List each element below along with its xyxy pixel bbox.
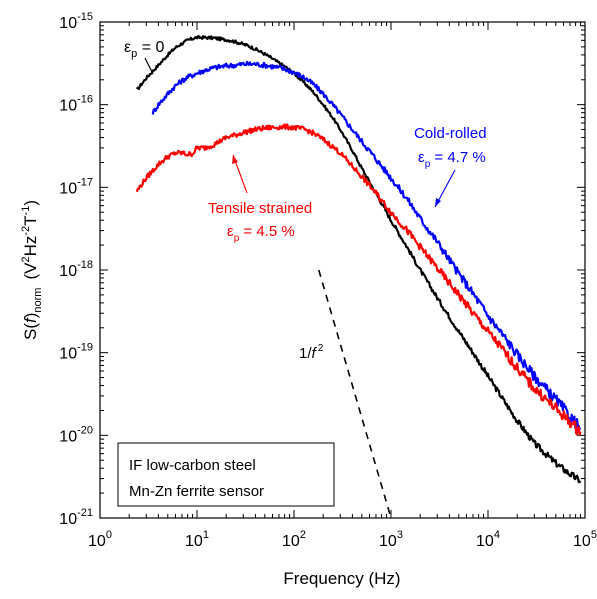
x-axis-label: Frequency (Hz) [283, 569, 400, 588]
blue-series-label: εp = 4.7 % [418, 149, 486, 170]
x-tick-label: 105 [573, 529, 597, 550]
y-tick-label: 10-21 [59, 507, 93, 528]
x-tick-label: 101 [185, 529, 209, 550]
legend-line-1: IF low-carbon steel [129, 457, 256, 474]
red-series-title: Tensile strained [208, 200, 312, 217]
x-tick-label: 102 [282, 529, 306, 550]
y-tick-label: 10-16 [59, 94, 93, 115]
series-line [151, 60, 581, 431]
axis-ticks [99, 21, 586, 519]
y-tick-labels: 10-15 10-16 10-17 10-18 10-19 10-20 10-21 [59, 11, 93, 528]
black-label-pointer [144, 57, 154, 75]
black-series-label: εp = 0 [124, 39, 165, 60]
x-tick-label: 103 [379, 529, 403, 550]
blue-arrowhead [435, 198, 441, 207]
y-tick-label: 10-18 [59, 259, 93, 280]
y-tick-label: 10-19 [59, 342, 93, 363]
series-line [135, 123, 582, 436]
x-tick-label: 104 [476, 529, 500, 550]
series-line [135, 35, 582, 484]
y-tick-label: 10-20 [59, 424, 93, 445]
reference-slope-label: 1/f 2 [299, 343, 324, 362]
series-layer [135, 35, 582, 484]
blue-series-title: Cold-rolled [414, 125, 487, 142]
reference-slope-line [317, 269, 392, 519]
red-arrowhead [232, 155, 238, 164]
y-axis-label: S(f)norm(V2Hz-2T-1) [20, 200, 44, 340]
red-series-label: εp = 4.5 % [227, 223, 295, 244]
y-tick-label: 10-15 [59, 11, 93, 32]
legend-box [117, 442, 335, 507]
legend-line-2: Mn-Zn ferrite sensor [129, 483, 264, 500]
y-tick-label: 10-17 [59, 176, 93, 197]
x-tick-labels: 100 101 102 103 104 105 [88, 529, 597, 550]
x-tick-label: 100 [88, 529, 112, 550]
